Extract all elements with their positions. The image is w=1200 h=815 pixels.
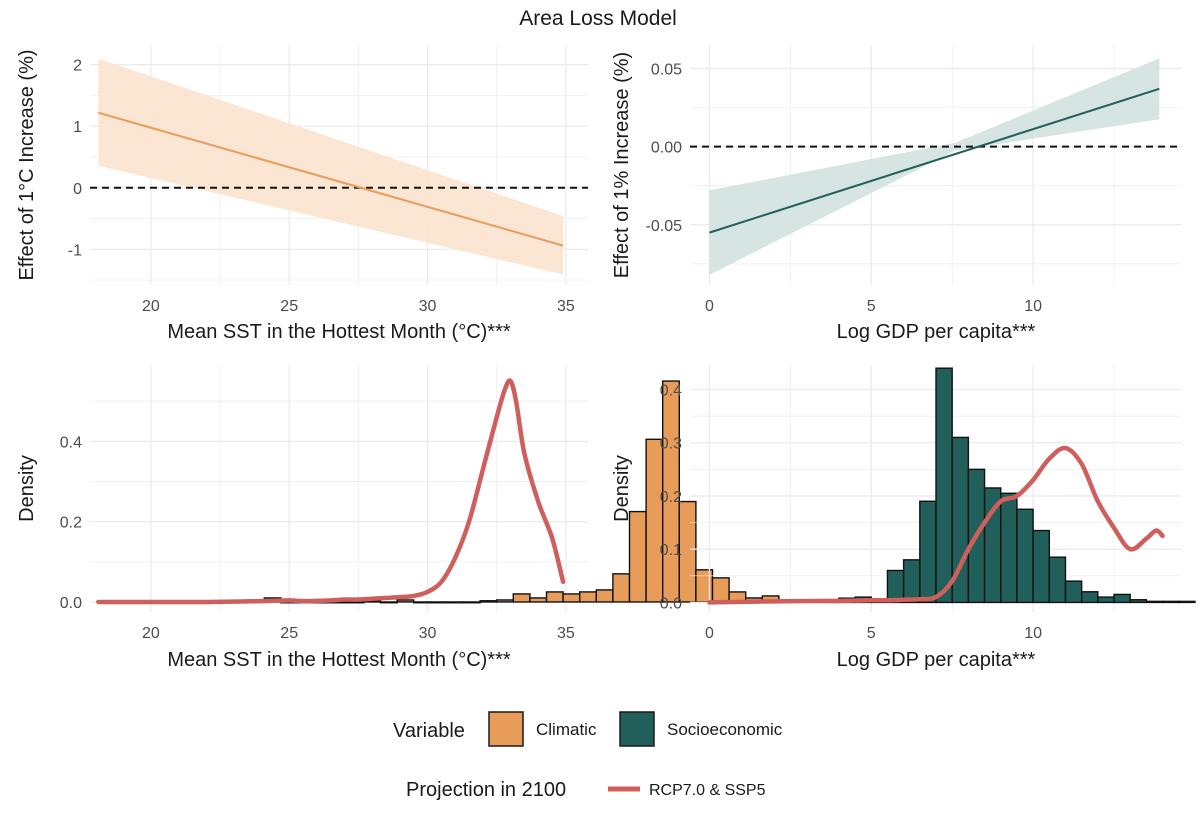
x-tick-label: 10: [1024, 625, 1042, 642]
histogram-bar: [935, 367, 953, 604]
x-tick-label: 0: [705, 298, 714, 315]
histogram-bar: [628, 510, 647, 603]
histogram-bar: [446, 601, 465, 604]
x-axis-label: Mean SST in the Hottest Month (°C)***: [167, 321, 511, 343]
panel-gdp-density: 0 5 10 0.0 0.1 0.2 0.3 0.4 Log GDP per capita***…: [611, 365, 1196, 671]
histogram-bar: [413, 601, 432, 604]
figure-title: Area Loss Model: [519, 7, 677, 30]
histogram-bar: [1113, 593, 1131, 604]
histogram-bar: [496, 599, 515, 603]
y-axis-label: Density: [611, 455, 633, 522]
x-tick-label: 20: [142, 625, 160, 642]
x-tick-label: 35: [557, 298, 575, 315]
histogram-bar: [1129, 599, 1148, 604]
histogram-bar: [346, 601, 365, 604]
histogram-bar: [1145, 600, 1164, 604]
histogram-bar: [678, 500, 697, 603]
legend-projection-label: RCP7.0 & SSP5: [649, 782, 766, 799]
y-tick-label: 0.4: [60, 434, 82, 451]
legend-label-socioeconomic: Socioeconomic: [667, 720, 783, 739]
x-tick-label: 10: [1024, 298, 1042, 315]
histogram-bar: [396, 599, 415, 603]
y-tick-label: 0.2: [660, 489, 682, 506]
x-tick-label: 35: [557, 625, 575, 642]
y-tick-label: -0.05: [646, 218, 683, 235]
x-tick-label: 25: [280, 625, 298, 642]
histogram-bar: [919, 500, 937, 604]
x-axis-label: Log GDP per capita***: [837, 649, 1036, 671]
histogram-bar: [1080, 591, 1099, 604]
histogram-bar: [1097, 596, 1115, 604]
x-tick-label: 5: [867, 625, 876, 642]
projection-density-curve: [707, 445, 1165, 605]
x-tick-label: 20: [142, 298, 160, 315]
legend-projection-title: Projection in 2100: [406, 779, 566, 801]
y-tick-label: 0.0: [660, 595, 682, 612]
legend-swatch-socioeconomic: [619, 711, 655, 747]
legend-swatch-climatic: [488, 711, 524, 747]
confidence-band: [709, 58, 1160, 275]
histogram-bars: [822, 367, 1196, 604]
panel-sst-density: 20 25 30 35 0.0 0.2 0.4 Mean SST in the Hottest…: [16, 365, 847, 671]
x-tick-label: 30: [419, 298, 437, 315]
x-axis-label: Log GDP per capita***: [837, 321, 1036, 343]
y-tick-label: 0.2: [60, 515, 82, 532]
histogram-bar: [579, 591, 598, 603]
y-tick-label: 1: [73, 119, 82, 136]
fitted-effect-line: [709, 87, 1160, 234]
projection-density-curve: [96, 378, 566, 605]
histogram-bar: [711, 577, 730, 603]
histogram-bar: [479, 600, 498, 603]
panel-sst-effect: 20 25 30 35 -1 0 1 2 Mean SST in the Hottest Mon…: [16, 45, 588, 343]
histogram-bar: [1064, 580, 1083, 604]
y-axis-label: Effect of 1% Increase (%): [611, 52, 633, 278]
y-tick-label: -1: [68, 242, 82, 259]
x-axis-label: Mean SST in the Hottest Month (°C)***: [167, 649, 511, 671]
x-tick-label: 5: [867, 298, 876, 315]
y-tick-label: 0.00: [651, 140, 682, 157]
histogram-bar: [595, 589, 614, 603]
histogram-bar: [1048, 556, 1067, 604]
legend-variable: Variable Climatic Socioeconomic: [393, 711, 783, 747]
histogram-bar: [462, 601, 481, 604]
y-tick-label: 0.3: [660, 436, 682, 453]
histogram-bar: [429, 601, 448, 604]
fitted-effect-line: [98, 111, 564, 247]
histogram-bar: [662, 380, 681, 603]
histogram-bar: [529, 597, 548, 603]
panel-gdp-effect: 0 5 10 -0.05 0.00 0.05 Log GDP per capita*** Ef…: [611, 45, 1182, 343]
legend-variable-title: Variable: [393, 720, 465, 742]
x-tick-label: 25: [280, 298, 298, 315]
histogram-bar: [1016, 508, 1034, 604]
y-tick-label: 0.05: [651, 61, 682, 78]
histogram-bars: [97, 380, 847, 604]
histogram-bar: [562, 593, 581, 603]
histogram-bar: [1032, 529, 1050, 604]
x-tick-label: 30: [419, 625, 437, 642]
y-tick-label: 0.1: [660, 542, 682, 559]
y-tick-label: 0.0: [60, 595, 82, 612]
y-axis-label: Effect of 1°C Increase (%): [16, 49, 38, 280]
histogram-bar: [645, 438, 664, 603]
gridlines: [90, 365, 588, 612]
y-tick-label: 0.4: [660, 382, 682, 399]
histogram-bar: [545, 591, 564, 603]
histogram-bar: [902, 559, 921, 604]
histogram-bar: [1178, 600, 1196, 604]
legend-label-climatic: Climatic: [536, 720, 597, 739]
histogram-bar: [1000, 492, 1018, 604]
histogram-bar: [379, 601, 398, 604]
histogram-bar: [1161, 600, 1180, 604]
histogram-bar: [612, 573, 631, 603]
legend-projection: Projection in 2100 RCP7.0 & SSP5: [406, 779, 766, 801]
y-axis-label: Density: [16, 455, 38, 522]
confidence-band: [98, 58, 564, 275]
x-tick-label: 0: [705, 625, 714, 642]
y-tick-label: 0: [73, 181, 82, 198]
y-tick-label: 2: [73, 58, 82, 75]
histogram-bar: [512, 593, 531, 603]
